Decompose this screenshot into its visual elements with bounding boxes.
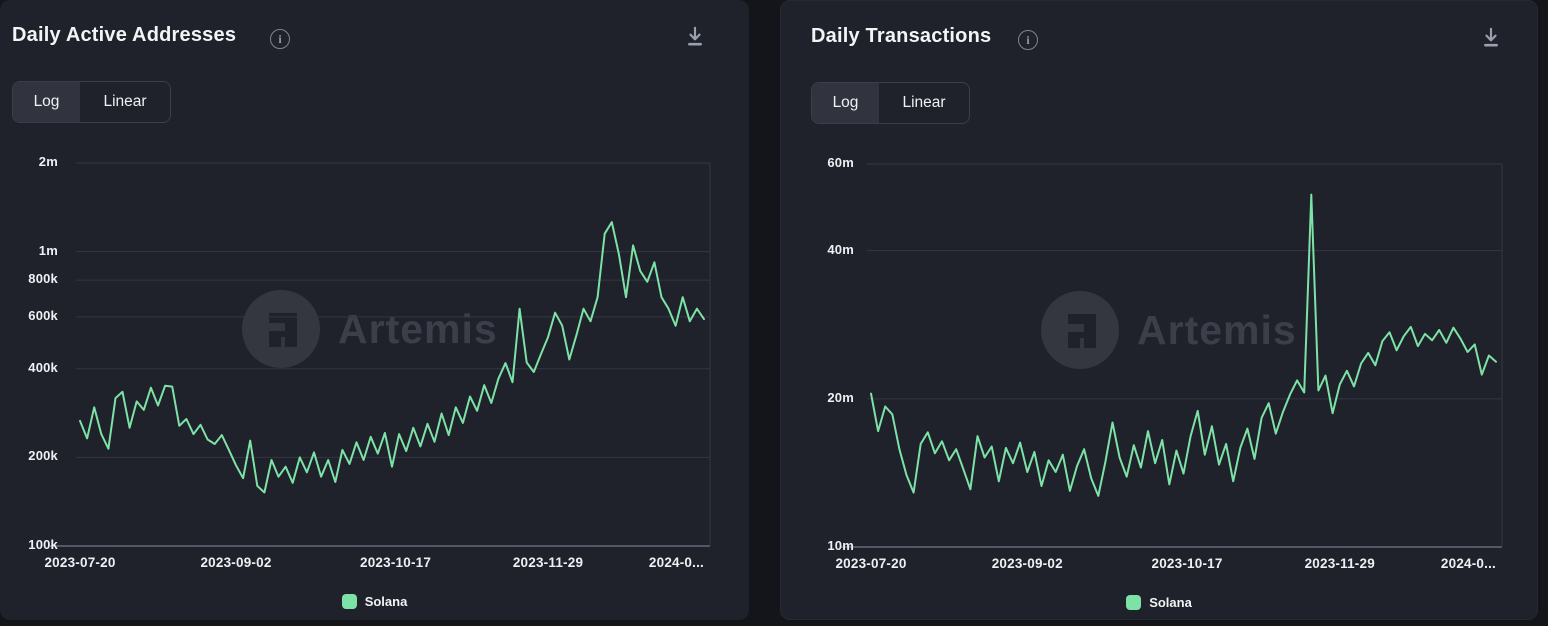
toggle-log-button[interactable]: Log — [13, 82, 80, 122]
chart-canvas-transactions[interactable] — [781, 1, 1539, 621]
x-axis-label: 2023-11-29 — [1304, 556, 1375, 571]
panel-daily-active-addresses: Daily Active Addresses i Log Linear Arte… — [0, 0, 749, 620]
download-icon[interactable] — [682, 24, 708, 50]
y-axis-label: 20m — [827, 389, 854, 405]
toggle-linear-button[interactable]: Linear — [103, 93, 147, 110]
legend-swatch-solana — [341, 594, 357, 609]
y-axis-label: 400k — [28, 359, 58, 375]
info-icon[interactable]: i — [270, 29, 290, 49]
info-glyph: i — [278, 31, 282, 46]
page-title: Daily Transactions — [811, 25, 992, 47]
x-axis-label: 2023-10-17 — [1151, 556, 1223, 571]
y-axis-label: 200k — [28, 448, 58, 464]
legend-label-solana: Solana — [364, 594, 408, 609]
x-axis-label: 2023-11-29 — [512, 555, 584, 570]
legend[interactable]: Solana — [0, 594, 749, 609]
legend-swatch-solana — [1126, 595, 1142, 610]
y-axis-label: 800k — [28, 271, 58, 287]
x-axis-label: 2024-0... — [648, 555, 704, 570]
panel-daily-transactions: Daily Transactions i Log Linear Artemis … — [780, 0, 1538, 620]
y-axis-label: 1m — [38, 242, 58, 258]
y-axis-label: 40m — [827, 241, 854, 257]
legend-label-solana: Solana — [1149, 595, 1192, 610]
x-axis-label: 2023-07-20 — [835, 556, 907, 571]
x-axis-label: 2023-10-17 — [360, 555, 432, 570]
x-axis-label: 2023-07-20 — [44, 555, 116, 570]
series-line-solana — [870, 193, 1497, 497]
info-icon[interactable]: i — [1018, 30, 1038, 50]
scale-toggle: Log Linear — [12, 81, 171, 123]
y-axis-label: 100k — [28, 537, 58, 552]
y-axis-label: 60m — [827, 155, 854, 170]
scale-toggle: Log Linear — [811, 82, 970, 124]
page-title: Daily Active Addresses — [12, 24, 237, 46]
y-axis-label: 10m — [827, 538, 854, 553]
chart-canvas-active-addresses[interactable] — [0, 0, 749, 620]
legend[interactable]: Solana — [781, 595, 1537, 610]
x-axis-label: 2023-09-02 — [200, 555, 272, 570]
download-icon[interactable] — [1478, 25, 1504, 51]
toggle-linear-button[interactable]: Linear — [902, 94, 946, 111]
x-axis-label: 2023-09-02 — [991, 556, 1063, 571]
toggle-log-button[interactable]: Log — [812, 83, 879, 123]
x-axis-label: 2024-0... — [1440, 556, 1496, 571]
series-line-solana — [79, 221, 705, 494]
info-glyph: i — [1026, 32, 1030, 47]
y-axis-label: 600k — [28, 307, 58, 323]
y-axis-label: 2m — [38, 154, 58, 169]
